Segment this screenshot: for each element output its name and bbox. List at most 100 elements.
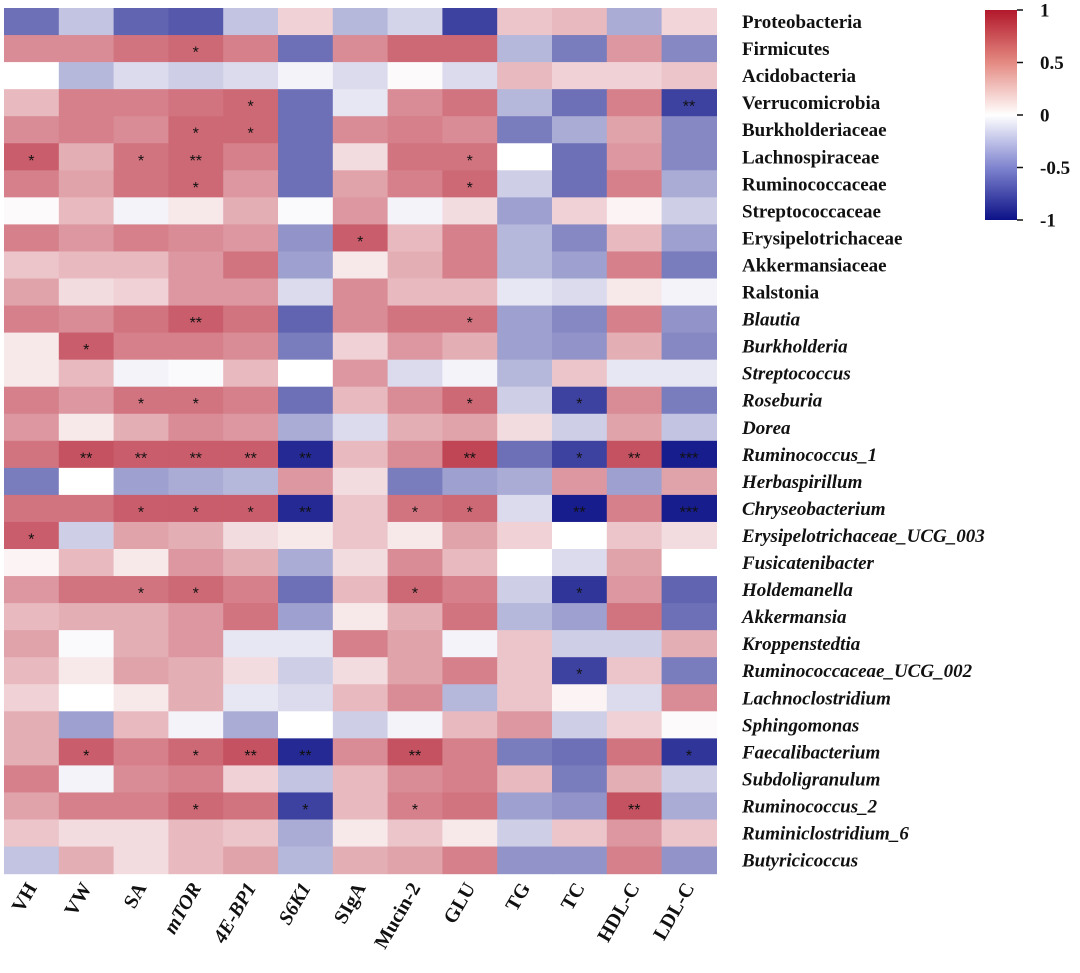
heatmap-cell <box>387 305 443 334</box>
heatmap-cell <box>442 549 498 577</box>
heatmap-cell <box>497 711 553 739</box>
heatmap-cell <box>113 62 169 90</box>
heatmap-cell <box>606 386 663 415</box>
heatmap-cell <box>442 521 498 550</box>
heatmap-cell <box>168 521 224 550</box>
heatmap-cell <box>223 711 279 739</box>
significance-star: * <box>467 153 473 170</box>
heatmap-cell <box>223 413 279 442</box>
significance-star: ** <box>628 450 640 467</box>
heatmap-cell <box>278 251 334 280</box>
heatmap-cell <box>168 738 224 766</box>
heatmap-cell <box>113 819 169 848</box>
heatmap-cell <box>58 494 115 523</box>
heatmap-cell <box>223 440 279 469</box>
heatmap-cell <box>442 224 498 253</box>
heatmap-cell <box>332 251 389 280</box>
heatmap-cell <box>661 305 717 334</box>
heatmap-cell <box>278 116 334 144</box>
significance-star: * <box>576 667 582 684</box>
significance-star: * <box>247 99 253 116</box>
heatmap-cell <box>606 8 663 36</box>
significance-star: * <box>302 802 308 819</box>
heatmap-cell <box>552 386 608 415</box>
heatmap-cell <box>332 603 389 631</box>
heatmap-cell <box>332 711 389 739</box>
heatmap-cell <box>278 359 334 388</box>
heatmap-cell <box>278 603 334 631</box>
heatmap-cell <box>58 8 115 36</box>
significance-star: * <box>28 531 34 548</box>
heatmap-cell <box>442 819 498 848</box>
heatmap-cell <box>606 738 663 766</box>
heatmap-cell <box>223 278 279 307</box>
heatmap-cell <box>606 332 663 361</box>
heatmap-cell <box>278 413 334 442</box>
heatmap-cell <box>113 549 169 577</box>
heatmap-cell <box>552 846 608 875</box>
heatmap-cell <box>606 224 663 253</box>
heatmap-cell <box>58 413 115 442</box>
significance-star: * <box>247 126 253 143</box>
heatmap-cell <box>278 711 334 739</box>
significance-star: ** <box>409 748 421 765</box>
colorbar-ticks: 1 0.5 0 -0.5 -1 <box>1017 1 1070 232</box>
heatmap-cell <box>387 792 443 821</box>
heatmap-cell <box>4 89 60 117</box>
heatmap-cell <box>497 35 553 63</box>
heatmap-cell <box>113 467 169 496</box>
heatmap-cell <box>387 494 443 523</box>
heatmap-cell <box>223 819 279 848</box>
row-label: Ruminococcaceae <box>742 174 887 195</box>
heatmap-cell <box>223 305 279 334</box>
heatmap-cell <box>606 440 663 469</box>
heatmap-cell <box>113 630 169 658</box>
heatmap-cell <box>661 386 717 415</box>
row-label: Sphingomonas <box>742 715 859 736</box>
significance-star: * <box>467 504 473 521</box>
significance-star: ** <box>190 315 202 332</box>
heatmap-cell <box>4 657 60 685</box>
heatmap-cell <box>58 792 115 821</box>
heatmap-cell <box>497 576 553 604</box>
heatmap-cell <box>4 576 60 604</box>
heatmap-cell <box>661 819 717 848</box>
column-label: TC <box>557 879 590 914</box>
heatmap-cell <box>497 170 553 198</box>
heatmap-cell <box>497 792 553 821</box>
heatmap-cell <box>4 305 60 334</box>
heatmap-cell <box>661 89 717 117</box>
heatmap-cell <box>4 738 60 766</box>
heatmap-cell <box>387 603 443 631</box>
significance-star: * <box>412 504 418 521</box>
heatmap-cell <box>58 170 115 198</box>
heatmap-cell <box>223 251 279 280</box>
heatmap-cell <box>552 792 608 821</box>
heatmap-cell <box>552 494 608 523</box>
heatmap-cell <box>332 494 389 523</box>
heatmap-cell <box>606 359 663 388</box>
heatmap-cell <box>442 386 498 415</box>
heatmap-cell <box>442 657 498 685</box>
heatmap-cell <box>332 224 389 253</box>
heatmap-cell <box>661 738 717 766</box>
heatmap-cell <box>4 413 60 442</box>
heatmap-cell <box>497 332 553 361</box>
heatmap-cell <box>552 278 608 307</box>
heatmap-cell <box>4 143 60 171</box>
significance-star: ** <box>628 802 640 819</box>
heatmap-cell <box>442 143 498 171</box>
heatmap-cell <box>442 494 498 523</box>
heatmap-cell <box>606 792 663 821</box>
heatmap-cell <box>552 467 608 496</box>
heatmap-cell <box>552 738 608 766</box>
significance-star: * <box>357 234 363 251</box>
significance-star: * <box>576 396 582 413</box>
heatmap-cell <box>387 467 443 496</box>
heatmap-cell <box>661 494 717 523</box>
heatmap-cell <box>497 197 553 225</box>
heatmap-cell <box>552 440 608 469</box>
heatmap-cell <box>58 603 115 631</box>
heatmap-cell <box>442 170 498 198</box>
heatmap-cell <box>552 413 608 442</box>
